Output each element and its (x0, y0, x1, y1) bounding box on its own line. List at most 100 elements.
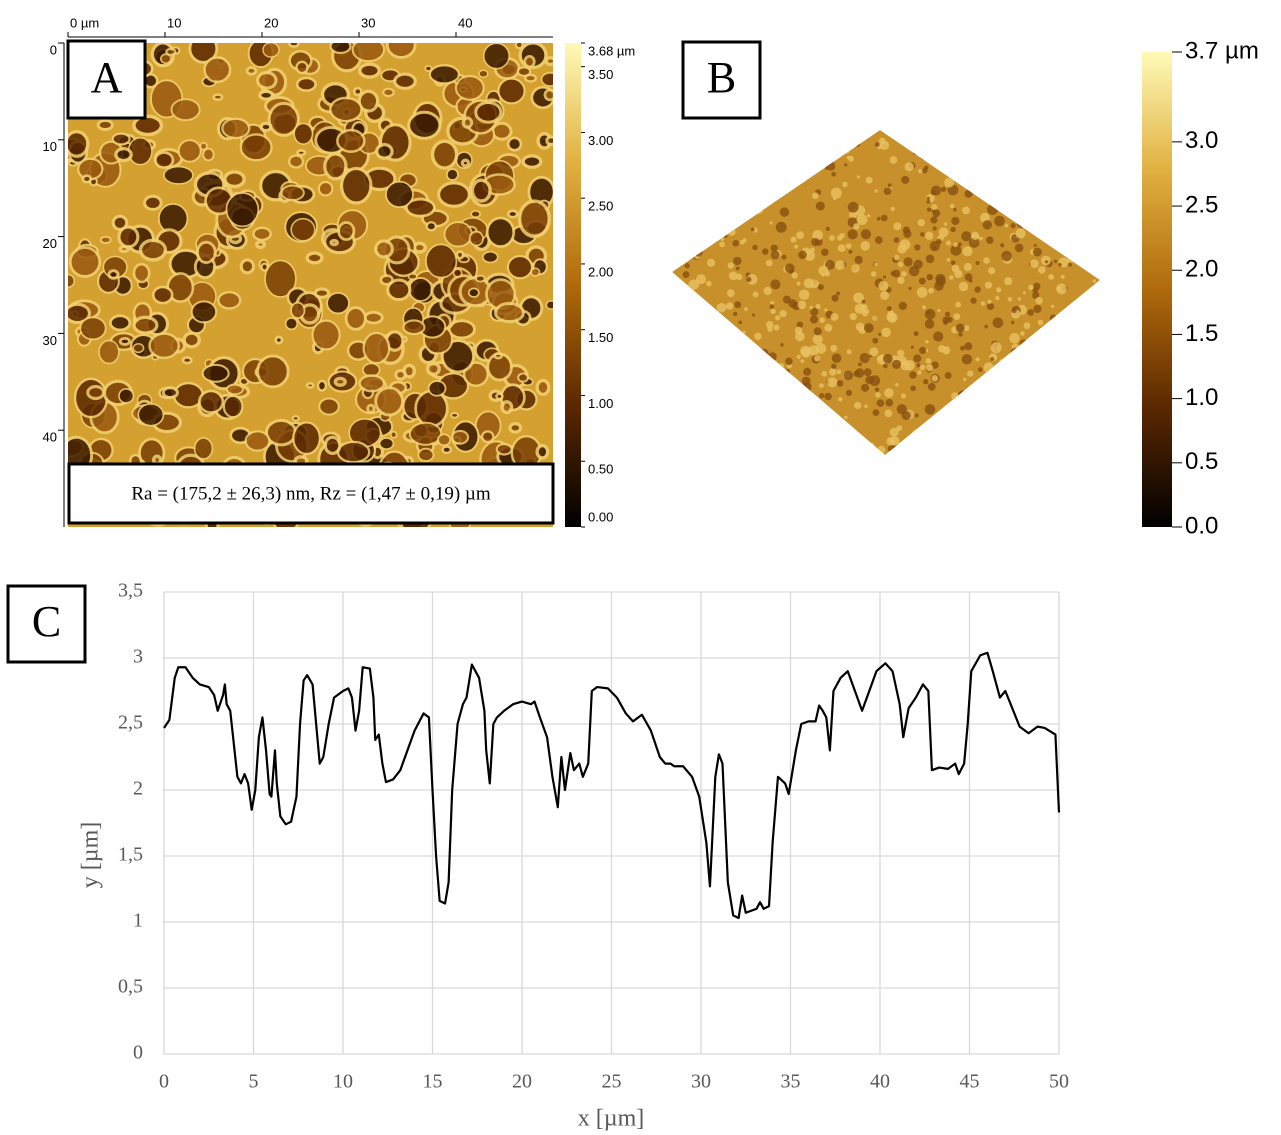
texture (920, 365, 926, 371)
texture (203, 365, 229, 382)
texture (905, 162, 914, 171)
texture (917, 370, 922, 375)
texture (999, 366, 1008, 375)
texture (428, 363, 440, 374)
texture (1029, 393, 1034, 398)
texture (1078, 209, 1088, 219)
texture (1032, 444, 1036, 448)
texture (496, 394, 502, 399)
texture (782, 398, 787, 403)
texture (838, 397, 842, 401)
texture (134, 264, 149, 282)
texture (1059, 447, 1066, 454)
texture (879, 138, 885, 144)
texture (253, 228, 270, 240)
texture (878, 333, 881, 336)
texture (979, 183, 987, 191)
texture (798, 416, 809, 427)
texture (368, 405, 374, 412)
texture (926, 255, 935, 264)
texture (1053, 384, 1063, 394)
texture (1064, 327, 1070, 333)
texture (1074, 302, 1080, 308)
texture (810, 315, 818, 323)
texture (944, 222, 948, 226)
texture (814, 355, 820, 361)
texture (836, 292, 840, 296)
texture (1079, 152, 1088, 161)
texture (748, 450, 752, 454)
texture (734, 301, 741, 308)
texture (1035, 351, 1045, 361)
texture (817, 443, 820, 446)
texture (831, 295, 838, 302)
texture (969, 438, 973, 442)
texture (197, 242, 215, 262)
texture (761, 426, 769, 434)
texture (676, 427, 682, 433)
texture (1054, 343, 1063, 352)
texture (537, 381, 549, 395)
texture (1046, 190, 1057, 201)
texture (753, 131, 757, 135)
texture (258, 356, 289, 387)
texture (307, 383, 313, 387)
texture (811, 238, 819, 246)
texture (911, 139, 919, 147)
x-tick-label: 10 (333, 1071, 353, 1093)
texture (837, 369, 842, 374)
texture (1004, 205, 1010, 211)
texture (774, 325, 780, 331)
texture (988, 267, 995, 274)
texture (842, 182, 848, 188)
texture (831, 364, 836, 369)
texture (702, 317, 705, 320)
x-tick-label: 5 (249, 1071, 259, 1093)
texture (933, 226, 937, 230)
texture (1097, 154, 1101, 158)
texture (1007, 157, 1016, 166)
colorbar (565, 43, 581, 527)
texture (800, 359, 804, 363)
texture (1039, 390, 1048, 399)
texture (885, 409, 893, 417)
texture (857, 214, 868, 225)
texture (120, 247, 128, 252)
texture (688, 331, 698, 341)
texture (980, 449, 984, 453)
texture (914, 244, 920, 250)
texture (360, 64, 379, 77)
texture (1025, 406, 1032, 413)
texture (804, 278, 814, 288)
texture (1005, 390, 1010, 395)
texture (798, 399, 807, 408)
texture (719, 204, 729, 214)
texture (110, 316, 130, 330)
texture (690, 234, 695, 239)
texture (758, 180, 765, 187)
texture (819, 425, 829, 435)
afm-image-b (669, 125, 1107, 457)
texture (981, 301, 985, 305)
y-tick-label: 0 (50, 42, 57, 57)
texture (547, 137, 556, 145)
texture (690, 243, 700, 253)
texture (1092, 173, 1099, 180)
texture (672, 215, 675, 218)
texture (796, 128, 801, 133)
texture (923, 379, 928, 384)
texture (953, 398, 958, 403)
texture (722, 440, 729, 447)
texture (1031, 202, 1036, 207)
texture (931, 204, 937, 210)
texture (719, 242, 725, 248)
texture (1020, 416, 1026, 422)
texture (975, 187, 984, 196)
texture (1013, 209, 1019, 215)
texture (387, 32, 415, 57)
texture (508, 138, 521, 151)
texture (1015, 372, 1019, 376)
texture (692, 420, 697, 425)
texture (1009, 333, 1019, 343)
texture (867, 214, 870, 217)
